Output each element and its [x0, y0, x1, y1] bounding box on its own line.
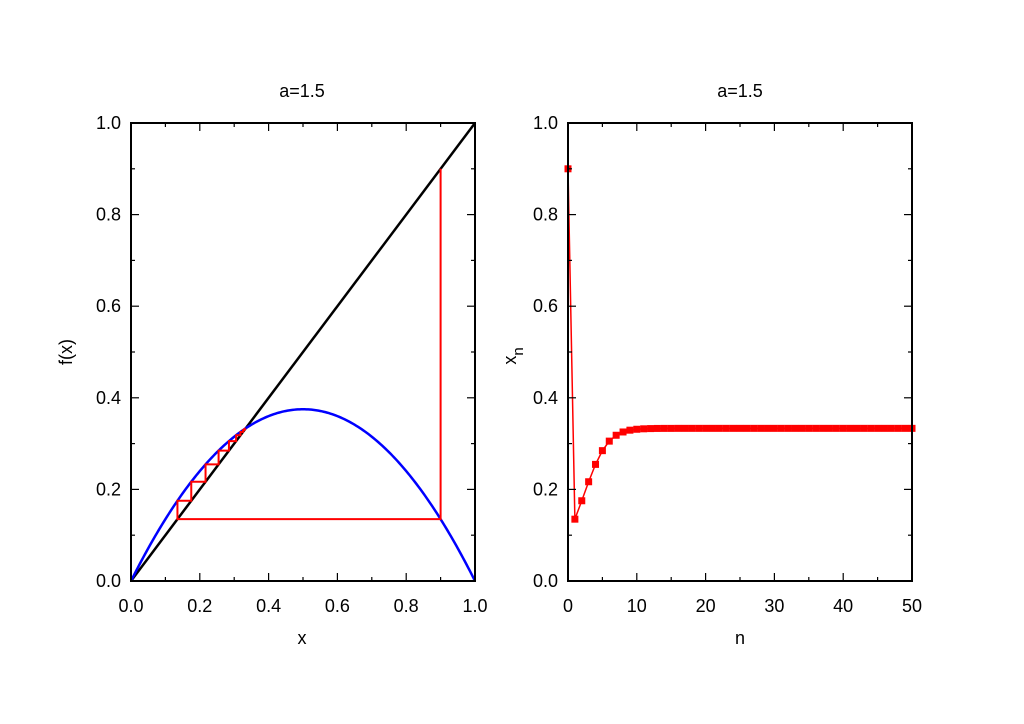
- cobweb-x-tick-label: 0.0: [118, 596, 143, 616]
- iterate-point: [819, 424, 827, 432]
- identity-line: [130, 122, 476, 582]
- iterate-point: [647, 425, 655, 433]
- iterate-point: [791, 424, 799, 432]
- iterate-point: [715, 424, 723, 432]
- timeseries-x-tick-label: 50: [902, 596, 922, 616]
- iterate-point: [729, 424, 737, 432]
- timeseries-title: a=1.5: [717, 81, 763, 101]
- timeseries-y-tick-label: 0.6: [533, 296, 558, 316]
- iterate-point: [612, 431, 620, 439]
- cobweb-x-tick-label: 0.2: [187, 596, 212, 616]
- iterate-point: [592, 460, 600, 468]
- iterate-point: [867, 424, 875, 432]
- timeseries-frame: [567, 122, 913, 582]
- iterate-point: [667, 424, 675, 432]
- iterate-point: [660, 424, 668, 432]
- cobweb-y-tick-label: 1.0: [96, 113, 121, 133]
- iterate-point: [874, 424, 882, 432]
- iterate-point: [757, 424, 765, 432]
- iterate-point: [722, 424, 730, 432]
- cobweb-path: [176, 168, 442, 521]
- timeseries-y-axis-label-main: x: [500, 356, 520, 365]
- iterate-point: [887, 424, 895, 432]
- cobweb-x-tick-label: 0.8: [394, 596, 419, 616]
- cobweb-x-tick-label: 0.6: [325, 596, 350, 616]
- iterate-point: [805, 424, 813, 432]
- iterate-point: [743, 424, 751, 432]
- cobweb-x-tick-label: 1.0: [462, 596, 487, 616]
- timeseries-ticks: 0 10 20 30 40 50 0.0 0.2 0.4 0.6 0.8 1.0: [533, 113, 922, 616]
- iterate-point: [688, 424, 696, 432]
- cobweb-x-tick-label: 0.4: [256, 596, 281, 616]
- iterate-line: [567, 168, 912, 520]
- iterate-point: [784, 424, 792, 432]
- timeseries-y-tick-label: 0.8: [533, 205, 558, 225]
- timeseries-y-axis-label: xn: [500, 347, 527, 364]
- iterate-point: [619, 428, 627, 436]
- timeseries-x-tick-label: 30: [764, 596, 784, 616]
- timeseries-x-tick-label: 10: [627, 596, 647, 616]
- iterate-point: [736, 424, 744, 432]
- svg-text:xn: xn: [500, 347, 527, 364]
- iterate-point: [640, 425, 648, 433]
- iterate-point: [708, 424, 716, 432]
- iterate-point: [770, 424, 778, 432]
- cobweb-y-tick-label: 0.4: [96, 388, 121, 408]
- iterate-point: [598, 447, 606, 455]
- cobweb-ticks: 0.0 0.2 0.4 0.6 0.8 1.0 0.0 0.2 0.4 0.6 0.8 1.0: [96, 113, 488, 616]
- cobweb-panel: a=1.5 0.0 0.2 0.4 0.6 0.8 1.0 0.0 0.2 0.4 0.6 0.8 1…: [56, 81, 488, 648]
- map-curve: [129, 407, 477, 582]
- timeseries-y-tick-label: 0.4: [533, 388, 558, 408]
- iterate-point: [702, 424, 710, 432]
- iterate-point: [798, 424, 806, 432]
- cobweb-y-axis-label: f(x): [56, 339, 76, 365]
- timeseries-y-tick-label: 0.2: [533, 479, 558, 499]
- cobweb-y-tick-label: 0.0: [96, 571, 121, 591]
- iterate-point: [605, 437, 613, 445]
- cobweb-frame: [130, 122, 476, 582]
- iterate-point: [825, 424, 833, 432]
- iterate-point: [578, 497, 586, 505]
- timeseries-y-axis-label-sub: n: [510, 347, 527, 355]
- timeseries-plot-area: [564, 165, 916, 523]
- iterate-point: [681, 424, 689, 432]
- iterate-point: [626, 426, 634, 434]
- iterate-point: [860, 424, 868, 432]
- iterate-point: [846, 424, 854, 432]
- iterate-point: [674, 424, 682, 432]
- timeseries-y-tick-label: 0.0: [533, 571, 558, 591]
- cobweb-title: a=1.5: [279, 81, 325, 101]
- iterate-point: [812, 424, 820, 432]
- iterate-point: [571, 515, 579, 523]
- cobweb-y-tick-label: 0.2: [96, 479, 121, 499]
- cobweb-plot-area: [129, 122, 477, 582]
- timeseries-x-tick-label: 0: [563, 596, 573, 616]
- iterate-point: [832, 424, 840, 432]
- cobweb-x-axis-label: x: [298, 628, 307, 648]
- iterate-point: [880, 424, 888, 432]
- iterate-point: [853, 424, 861, 432]
- iterate-point: [695, 424, 703, 432]
- iterate-point: [633, 425, 641, 433]
- iterate-point: [777, 424, 785, 432]
- timeseries-x-axis-label: n: [735, 628, 745, 648]
- iterate-point: [764, 424, 772, 432]
- iterate-point: [839, 424, 847, 432]
- iterate-point: [653, 424, 661, 432]
- cobweb-y-tick-label: 0.6: [96, 296, 121, 316]
- iterate-point: [901, 424, 909, 432]
- timeseries-panel: a=1.5 0 10 20 30 40 500.00.20.40.60.81.0 n xn: [500, 81, 922, 648]
- timeseries-y-tick-label: 1.0: [533, 113, 558, 133]
- timeseries-x-tick-label: 20: [696, 596, 716, 616]
- timeseries-x-tick-label: 40: [833, 596, 853, 616]
- cobweb-y-tick-label: 0.8: [96, 205, 121, 225]
- iterate-point: [585, 478, 593, 486]
- iterate-point: [894, 424, 902, 432]
- iterate-point: [750, 424, 758, 432]
